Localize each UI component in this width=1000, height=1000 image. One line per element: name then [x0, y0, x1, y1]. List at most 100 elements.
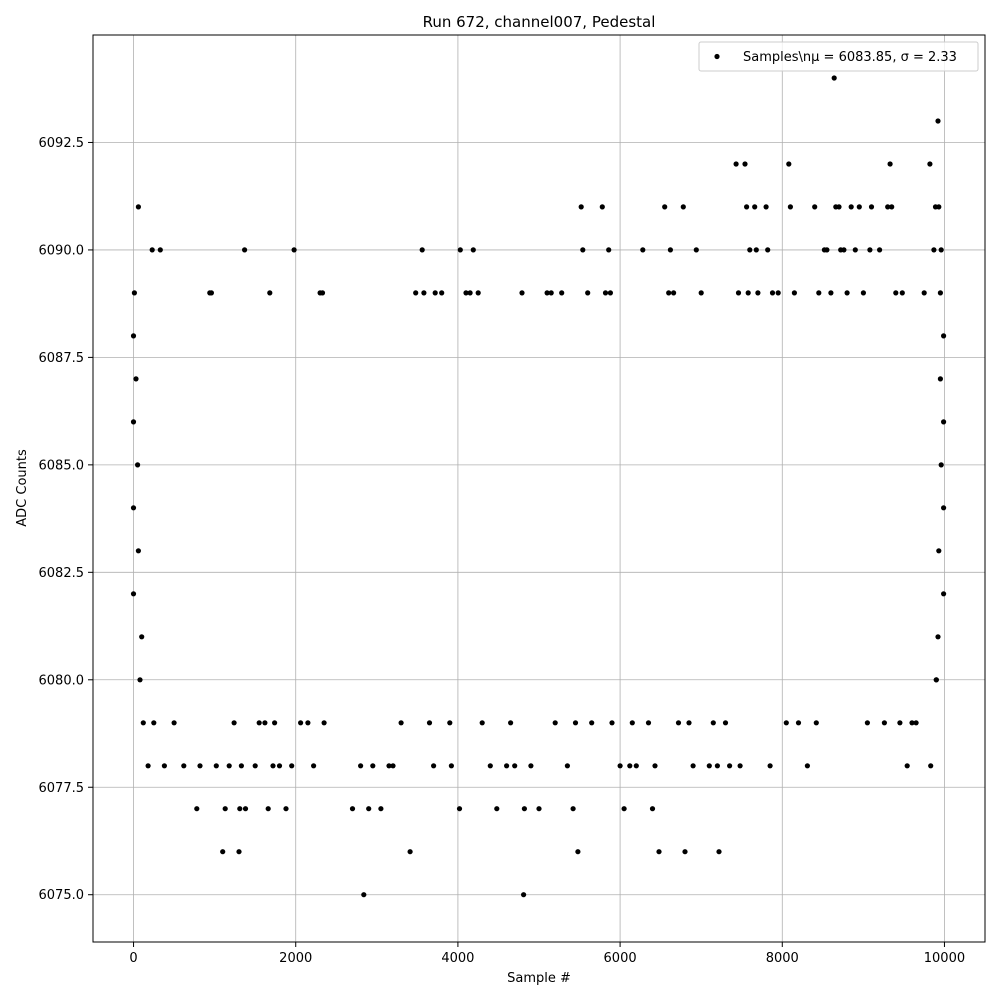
- data-point: [262, 720, 268, 726]
- data-point: [366, 806, 372, 812]
- data-point: [467, 290, 473, 296]
- data-point: [841, 247, 847, 253]
- data-point: [137, 677, 143, 683]
- data-point: [813, 720, 819, 726]
- data-point: [456, 806, 463, 812]
- data-point: [716, 849, 722, 855]
- data-point: [783, 720, 789, 726]
- data-point: [413, 290, 419, 296]
- data-point: [680, 204, 686, 210]
- data-point: [727, 763, 733, 769]
- data-point: [572, 720, 579, 726]
- data-point: [675, 720, 682, 726]
- data-point: [479, 720, 485, 726]
- data-point: [512, 763, 518, 769]
- data-point: [791, 290, 798, 296]
- data-point: [161, 763, 167, 769]
- data-point: [868, 204, 875, 210]
- x-tick-label: 0: [129, 951, 137, 966]
- data-point: [564, 763, 571, 769]
- data-point: [609, 720, 615, 726]
- data-point: [633, 763, 639, 769]
- data-point: [470, 247, 476, 253]
- y-tick-label: 6077.5: [39, 781, 85, 796]
- data-point: [941, 591, 947, 597]
- x-tick-label: 10000: [924, 951, 965, 966]
- data-point: [283, 806, 289, 812]
- data-point: [602, 290, 609, 296]
- data-point: [698, 290, 704, 296]
- data-point: [706, 763, 712, 769]
- data-point: [504, 763, 510, 769]
- data-point: [130, 505, 137, 511]
- data-point: [265, 806, 271, 812]
- y-tick-label: 6085.0: [39, 458, 85, 473]
- data-point: [860, 290, 867, 296]
- data-point: [662, 204, 668, 210]
- data-point: [941, 419, 947, 425]
- data-point: [220, 849, 226, 855]
- data-point: [885, 204, 891, 210]
- data-point: [786, 161, 792, 167]
- data-point: [936, 548, 942, 554]
- data-point: [407, 849, 413, 855]
- data-point: [131, 290, 137, 296]
- data-point: [864, 720, 871, 726]
- data-point: [795, 720, 802, 726]
- data-point: [621, 806, 627, 812]
- data-point: [378, 806, 384, 812]
- data-point: [270, 763, 276, 769]
- data-point: [276, 763, 283, 769]
- data-point: [877, 247, 883, 253]
- data-point: [559, 290, 565, 296]
- data-point: [629, 720, 635, 726]
- data-point: [928, 763, 934, 769]
- data-point: [439, 290, 445, 296]
- data-point: [145, 763, 151, 769]
- data-point: [570, 806, 576, 812]
- x-tick-label: 6000: [604, 951, 637, 966]
- data-point: [181, 763, 187, 769]
- y-tick-label: 6087.5: [39, 351, 85, 366]
- y-tick-label: 6080.0: [39, 673, 85, 688]
- data-point: [645, 720, 652, 726]
- data-point: [714, 763, 721, 769]
- data-point: [889, 204, 895, 210]
- data-point: [298, 720, 304, 726]
- data-point: [519, 290, 525, 296]
- data-point: [130, 591, 137, 597]
- data-point: [606, 247, 612, 253]
- data-point: [881, 720, 888, 726]
- data-point: [575, 849, 581, 855]
- data-point: [457, 247, 463, 253]
- data-point: [226, 763, 232, 769]
- data-point: [816, 290, 822, 296]
- data-point: [887, 161, 893, 167]
- data-point: [267, 290, 273, 296]
- y-tick-label: 6092.5: [39, 136, 85, 151]
- data-point: [256, 720, 262, 726]
- data-point: [585, 290, 591, 296]
- data-point: [242, 806, 249, 812]
- data-point: [171, 720, 177, 726]
- data-point: [904, 763, 910, 769]
- data-point: [804, 763, 811, 769]
- data-point: [848, 204, 854, 210]
- data-point: [690, 763, 696, 769]
- data-point: [744, 204, 750, 210]
- data-point: [652, 763, 658, 769]
- data-point: [733, 161, 739, 167]
- data-point: [426, 720, 433, 726]
- data-point: [607, 290, 614, 296]
- chart-title: Run 672, channel007, Pedestal: [423, 13, 656, 31]
- data-point: [289, 763, 295, 769]
- data-point: [856, 204, 862, 210]
- data-point: [649, 806, 656, 812]
- data-point: [765, 247, 771, 253]
- data-point: [494, 806, 500, 812]
- data-point: [390, 763, 396, 769]
- data-point: [432, 290, 438, 296]
- data-point: [682, 849, 688, 855]
- x-tick-label: 2000: [279, 951, 312, 966]
- data-point: [272, 720, 278, 726]
